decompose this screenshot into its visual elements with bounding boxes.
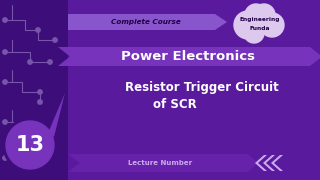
Text: Resistor Trigger Circuit: Resistor Trigger Circuit — [125, 80, 279, 93]
Circle shape — [3, 156, 7, 160]
Polygon shape — [263, 155, 275, 171]
Circle shape — [253, 4, 275, 26]
FancyBboxPatch shape — [0, 0, 68, 180]
Circle shape — [3, 118, 57, 172]
Circle shape — [48, 60, 52, 64]
Polygon shape — [255, 155, 267, 171]
Text: Complete Course: Complete Course — [111, 19, 180, 25]
Polygon shape — [68, 154, 258, 172]
Circle shape — [6, 121, 54, 169]
Circle shape — [260, 13, 284, 37]
Circle shape — [48, 146, 52, 150]
Text: Funda: Funda — [250, 26, 270, 30]
Circle shape — [26, 130, 30, 134]
Circle shape — [3, 50, 7, 54]
Polygon shape — [58, 47, 320, 66]
Text: 13: 13 — [15, 135, 44, 155]
Circle shape — [244, 23, 264, 43]
Circle shape — [245, 4, 267, 26]
Text: of SCR: of SCR — [153, 98, 197, 111]
Text: Lecture Number: Lecture Number — [128, 160, 192, 166]
Circle shape — [3, 80, 7, 84]
Circle shape — [3, 120, 7, 124]
Circle shape — [248, 8, 274, 34]
Circle shape — [234, 11, 262, 39]
Polygon shape — [48, 93, 65, 137]
Circle shape — [28, 146, 32, 150]
Circle shape — [28, 60, 32, 64]
Polygon shape — [271, 155, 283, 171]
Circle shape — [38, 90, 42, 94]
Circle shape — [53, 38, 57, 42]
Polygon shape — [68, 14, 227, 30]
Circle shape — [36, 28, 40, 32]
Circle shape — [3, 18, 7, 22]
Text: Engineering: Engineering — [240, 17, 280, 21]
Circle shape — [46, 130, 50, 134]
Circle shape — [38, 100, 42, 104]
Text: Power Electronics: Power Electronics — [121, 50, 255, 63]
